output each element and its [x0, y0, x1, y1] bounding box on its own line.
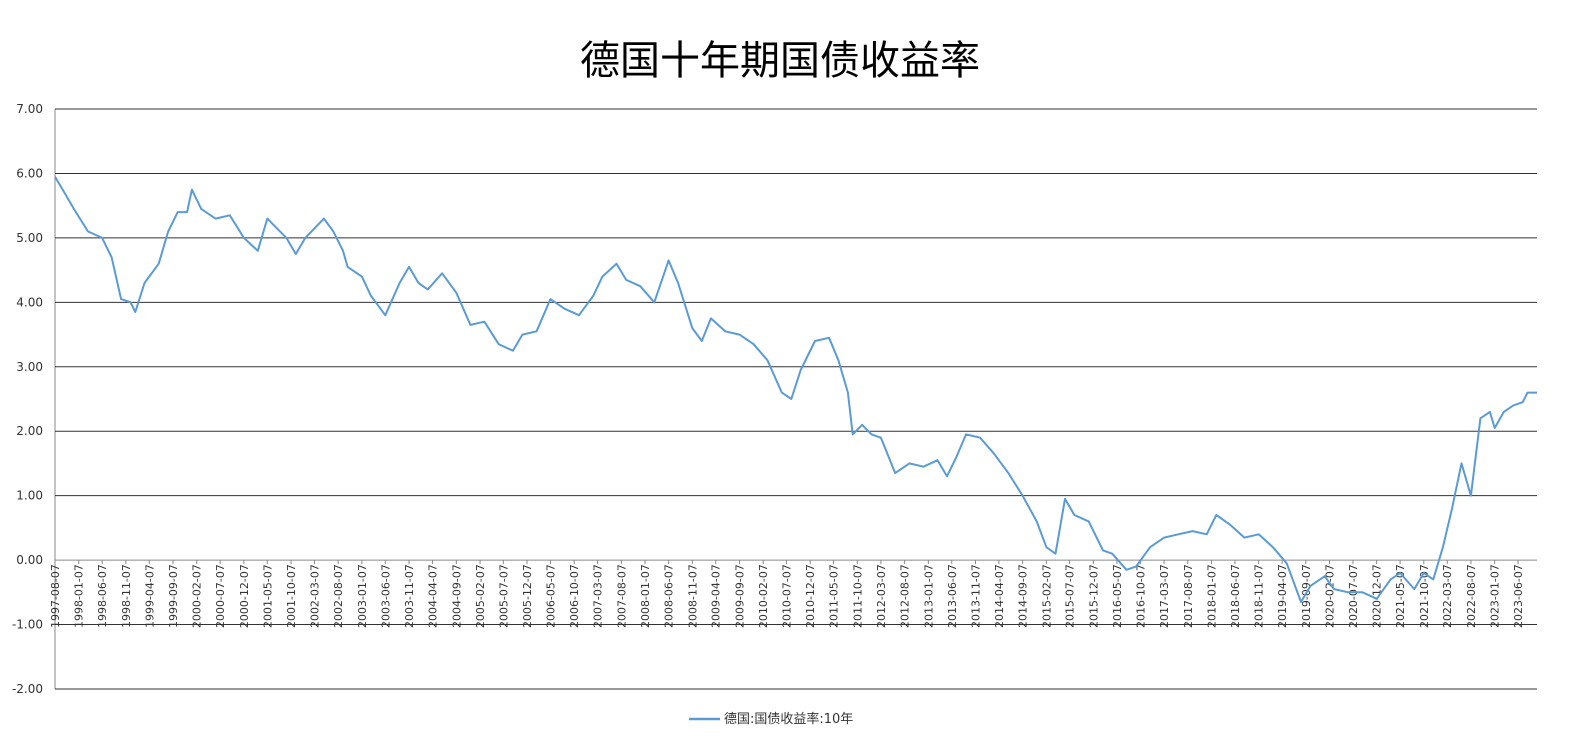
x-tick-label: 2003-06-07 — [379, 564, 392, 628]
x-tick-label: 1997-08-07 — [49, 564, 62, 628]
x-tick-label: 2022-08-07 — [1465, 564, 1478, 628]
y-tick-label: 5.00 — [16, 231, 43, 245]
x-tick-label: 2005-07-07 — [497, 564, 510, 628]
x-tick-label: 2017-03-07 — [1158, 564, 1171, 628]
x-tick-label: 2009-04-07 — [710, 564, 723, 628]
x-tick-label: 2007-08-07 — [615, 564, 628, 628]
y-tick-label: 7.00 — [16, 102, 43, 116]
x-tick-label: 2004-09-07 — [450, 564, 463, 628]
y-tick-label: 4.00 — [16, 295, 43, 309]
y-tick-label: 3.00 — [16, 360, 43, 374]
x-tick-label: 2013-06-07 — [946, 564, 959, 628]
x-tick-label: 2012-03-07 — [875, 564, 888, 628]
x-tick-label: 2015-02-07 — [1040, 564, 1053, 628]
x-tick-label: 1998-11-07 — [120, 564, 133, 628]
x-tick-label: 2013-01-07 — [922, 564, 935, 628]
y-tick-label: 1.00 — [16, 489, 43, 503]
x-tick-label: 2020-07-07 — [1347, 564, 1360, 628]
x-tick-label: 2017-08-07 — [1182, 564, 1195, 628]
x-tick-label: 2010-07-07 — [780, 564, 793, 628]
x-tick-label: 2023-06-07 — [1512, 564, 1525, 628]
x-tick-label: 2010-12-07 — [804, 564, 817, 628]
y-tick-label: -2.00 — [12, 682, 43, 696]
series-line — [54, 176, 1537, 603]
x-tick-label: 2010-02-07 — [757, 564, 770, 628]
x-tick-label: 2020-12-07 — [1371, 564, 1384, 628]
x-tick-label: 2012-08-07 — [899, 564, 912, 628]
x-tick-label: 2004-04-07 — [427, 564, 440, 628]
x-tick-label: 1998-06-07 — [96, 564, 109, 628]
x-tick-label: 2019-04-07 — [1276, 564, 1289, 628]
x-tick-label: 2021-05-07 — [1394, 564, 1407, 628]
x-tick-label: 2018-11-07 — [1253, 564, 1266, 628]
legend-label: 德国:国债收益率:10年 — [724, 711, 853, 727]
x-tick-label: 2007-03-07 — [592, 564, 605, 628]
x-tick-label: 2003-11-07 — [403, 564, 416, 628]
x-tick-label: 2011-05-07 — [828, 564, 841, 628]
x-tick-label: 2005-12-07 — [521, 564, 534, 628]
x-tick-label: 1999-04-07 — [143, 564, 156, 628]
x-tick-label: 2015-07-07 — [1064, 564, 1077, 628]
x-tick-label: 2013-11-07 — [969, 564, 982, 628]
x-tick-label: 2014-09-07 — [1017, 564, 1030, 628]
x-tick-label: 2008-11-07 — [686, 564, 699, 628]
x-tick-label: 2009-09-07 — [733, 564, 746, 628]
x-tick-label: 2001-10-07 — [285, 564, 298, 628]
x-tick-label: 2011-10-07 — [851, 564, 864, 628]
x-tick-label: 2020-02-07 — [1324, 564, 1337, 628]
y-tick-label: 0.00 — [16, 553, 43, 567]
chart-title: 德国十年期国债收益率 — [580, 38, 980, 84]
x-tick-label: 2000-12-07 — [238, 564, 251, 628]
x-tick-label: 2014-04-07 — [993, 564, 1006, 628]
x-tick-label: 2000-07-07 — [214, 564, 227, 628]
y-tick-label: 6.00 — [16, 166, 43, 180]
x-tick-label: 2002-08-07 — [332, 564, 345, 628]
x-tick-label: 2003-01-07 — [356, 564, 369, 628]
x-tick-label: 2002-03-07 — [308, 564, 321, 628]
x-tick-label: 2022-03-07 — [1441, 564, 1454, 628]
x-tick-label: 2006-10-07 — [568, 564, 581, 628]
x-tick-label: 1998-01-07 — [73, 564, 86, 628]
x-tick-label: 1999-09-07 — [167, 564, 180, 628]
y-tick-label: -1.00 — [12, 618, 43, 632]
x-tick-label: 2018-01-07 — [1206, 564, 1219, 628]
x-tick-label: 2016-05-07 — [1111, 564, 1124, 628]
x-tick-label: 2005-02-07 — [474, 564, 487, 628]
x-tick-label: 2018-06-07 — [1229, 564, 1242, 628]
x-tick-label: 2023-01-07 — [1489, 564, 1502, 628]
x-tick-label: 2001-05-07 — [261, 564, 274, 628]
x-tick-label: 2019-09-07 — [1300, 564, 1313, 628]
x-tick-label: 2006-05-07 — [544, 564, 557, 628]
x-tick-label: 2016-10-07 — [1135, 564, 1148, 628]
y-tick-label: 2.00 — [16, 424, 43, 438]
x-tick-label: 2021-10-07 — [1418, 564, 1431, 628]
x-tick-label: 2015-12-07 — [1087, 564, 1100, 628]
x-tick-label: 2008-01-07 — [639, 564, 652, 628]
x-tick-label: 2008-06-07 — [663, 564, 676, 628]
x-tick-label: 2000-02-07 — [191, 564, 204, 628]
